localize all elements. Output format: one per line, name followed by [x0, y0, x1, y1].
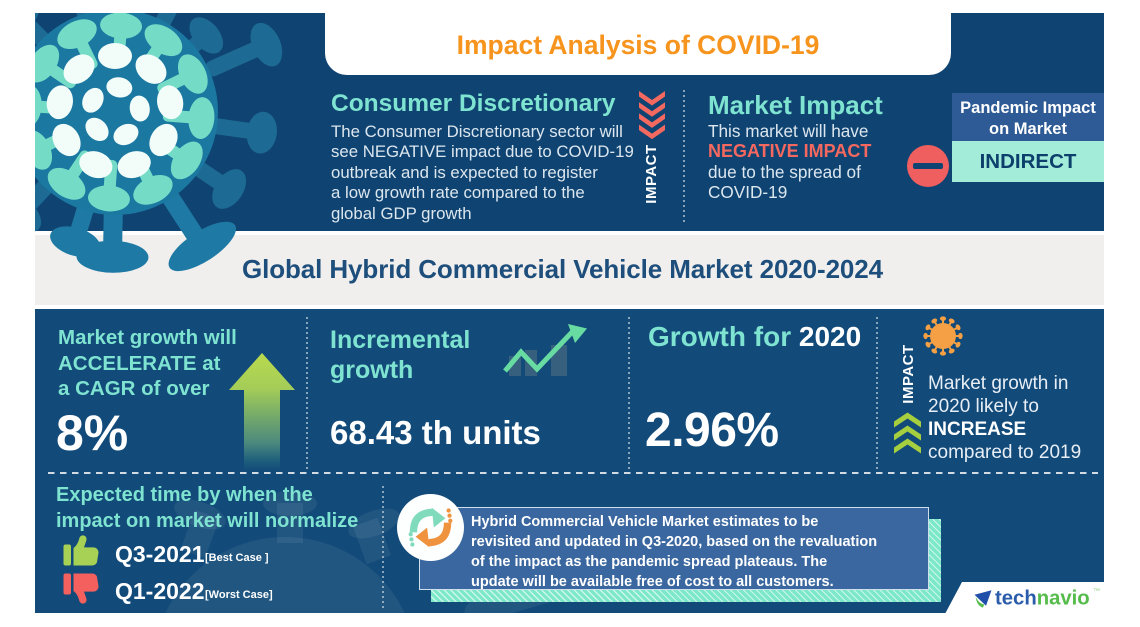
svg-text:™: ™ [1093, 588, 1100, 595]
svg-text:technavio: technavio [995, 588, 1090, 610]
